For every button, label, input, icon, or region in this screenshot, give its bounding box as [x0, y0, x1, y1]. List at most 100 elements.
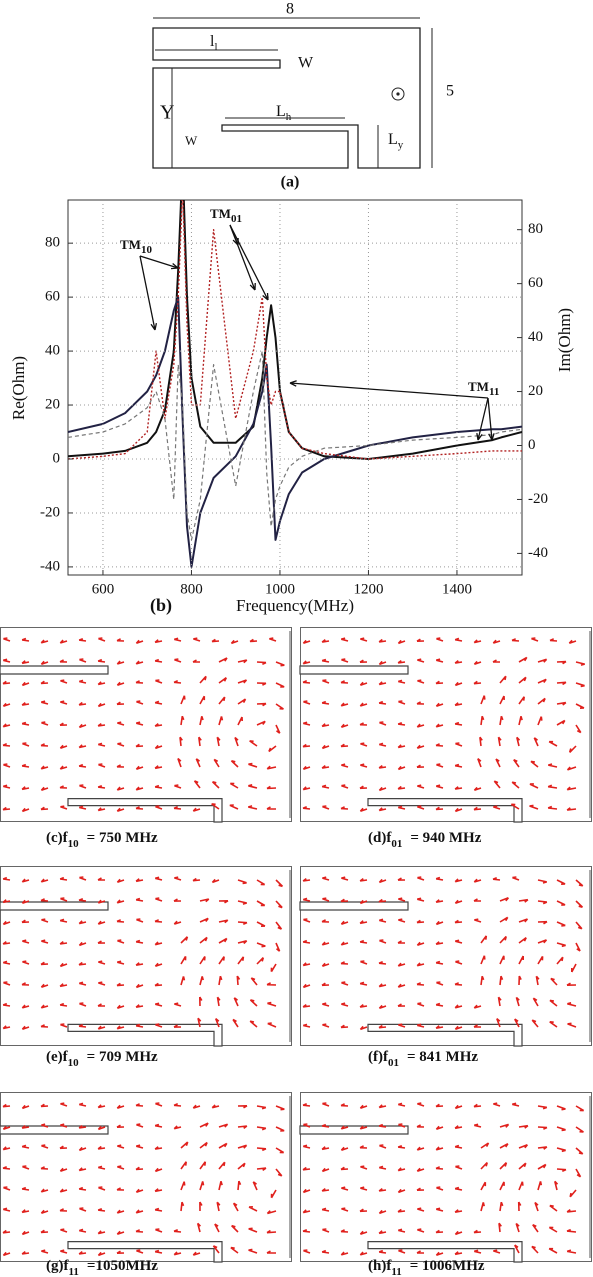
field-arrow: [40, 1188, 49, 1193]
field-arrow: [41, 721, 49, 726]
field-arrow: [531, 1245, 539, 1254]
field-arrow: [556, 1147, 566, 1153]
field-arrow: [60, 1102, 68, 1107]
field-arrow: [116, 1025, 125, 1030]
field-arrow: [135, 939, 144, 944]
slot-outline: [367, 1023, 523, 1047]
field-arrow: [117, 1165, 125, 1170]
field-arrow: [218, 975, 223, 986]
field-arrow: [154, 1123, 163, 1128]
field-arrow: [359, 1208, 368, 1213]
field-arrow: [340, 1251, 349, 1256]
caption-label: (h): [368, 1258, 386, 1274]
field-arrow: [275, 682, 285, 688]
field-arrow: [566, 982, 577, 986]
field-arrow: [435, 658, 444, 663]
field-arrow: [78, 981, 87, 986]
field-arrow: [454, 1209, 463, 1213]
field-arrow: [116, 1209, 125, 1214]
field-arrow: [2, 1229, 11, 1234]
field-arrow: [275, 900, 283, 909]
field-arrow: [321, 1207, 330, 1212]
field-arrow: [275, 921, 283, 930]
field-arrow: [78, 1250, 87, 1255]
field-arrow: [359, 722, 368, 726]
antenna-outline: [152, 27, 421, 169]
field-arrow: [233, 997, 239, 1007]
field-arrow: [218, 696, 226, 705]
field-arrow: [378, 807, 387, 812]
field-arrow: [40, 660, 49, 666]
field-arrow: [547, 805, 558, 810]
field-arrow: [199, 996, 203, 1007]
field-arrow: [359, 1003, 368, 1008]
field-arrow: [340, 1146, 349, 1151]
field-arrow: [548, 1247, 558, 1254]
field-arrow: [116, 764, 125, 768]
annotation-sub: 10: [141, 244, 153, 256]
field-arrow: [359, 659, 368, 663]
slot-outline: [367, 798, 523, 823]
field-arrow: [537, 1105, 548, 1110]
x-axis-label: Frequency(MHz): [236, 596, 354, 615]
field-arrow: [435, 960, 444, 965]
field-arrow: [192, 1104, 201, 1109]
field-arrow: [340, 743, 349, 748]
field-arrow: [256, 921, 266, 927]
field-arrow: [321, 744, 330, 750]
field-arrow: [436, 763, 444, 768]
field-arrow: [321, 919, 330, 923]
field-arrow: [435, 702, 444, 708]
field-arrow: [237, 1180, 242, 1191]
field-arrow: [537, 920, 548, 925]
field-arrow: [21, 1104, 30, 1110]
field-arrow: [97, 1003, 106, 1007]
field-arrow: [40, 1004, 49, 1009]
field-arrow: [135, 786, 144, 791]
field-arrow: [116, 982, 125, 987]
field-arrow: [492, 639, 501, 644]
field-arrow: [341, 1207, 349, 1212]
field-arrow: [359, 1125, 368, 1130]
field-arrow: [21, 1186, 30, 1191]
field-arrow: [531, 1019, 539, 1028]
caption-value: =1050MHz: [87, 1258, 158, 1274]
field-arrow: [416, 897, 425, 902]
slot-outline: [299, 665, 409, 675]
field-arrow: [493, 1102, 501, 1107]
field-arrow: [499, 695, 505, 705]
field-arrow: [135, 1144, 144, 1149]
field-arrow: [2, 1165, 11, 1170]
caption-sub: 01: [391, 838, 402, 850]
field-arrow: [535, 975, 540, 986]
field-arrow: [518, 936, 527, 944]
field-arrow: [480, 955, 486, 965]
field-arrow: [174, 784, 182, 789]
field-arrow: [398, 897, 406, 902]
field-arrow: [21, 1209, 30, 1214]
field-arrow: [496, 1017, 501, 1028]
field-arrow: [340, 1166, 349, 1171]
field-arrow: [2, 1002, 11, 1007]
field-arrow: [256, 942, 266, 948]
field-arrow: [179, 736, 183, 747]
field-arrow: [214, 1223, 220, 1233]
field-arrow: [177, 757, 182, 768]
field-arrow: [518, 918, 529, 923]
field-arrow: [499, 675, 507, 684]
field-arrow: [256, 879, 266, 886]
field-arrow: [575, 724, 582, 734]
field-arrow: [435, 1229, 444, 1234]
field-arrow: [229, 782, 239, 789]
dim-label: W: [298, 55, 314, 72]
field-arrow: [154, 658, 163, 663]
field-arrow: [378, 960, 387, 965]
field-arrow: [575, 1147, 584, 1155]
field-arrow: [21, 807, 30, 813]
slot-outline: [67, 1241, 223, 1263]
field-arrow: [78, 723, 87, 729]
caption-label: (d): [368, 830, 386, 846]
field-arrow: [135, 1229, 144, 1233]
field-arrow: [78, 1102, 87, 1107]
field-arrow: [2, 680, 11, 685]
